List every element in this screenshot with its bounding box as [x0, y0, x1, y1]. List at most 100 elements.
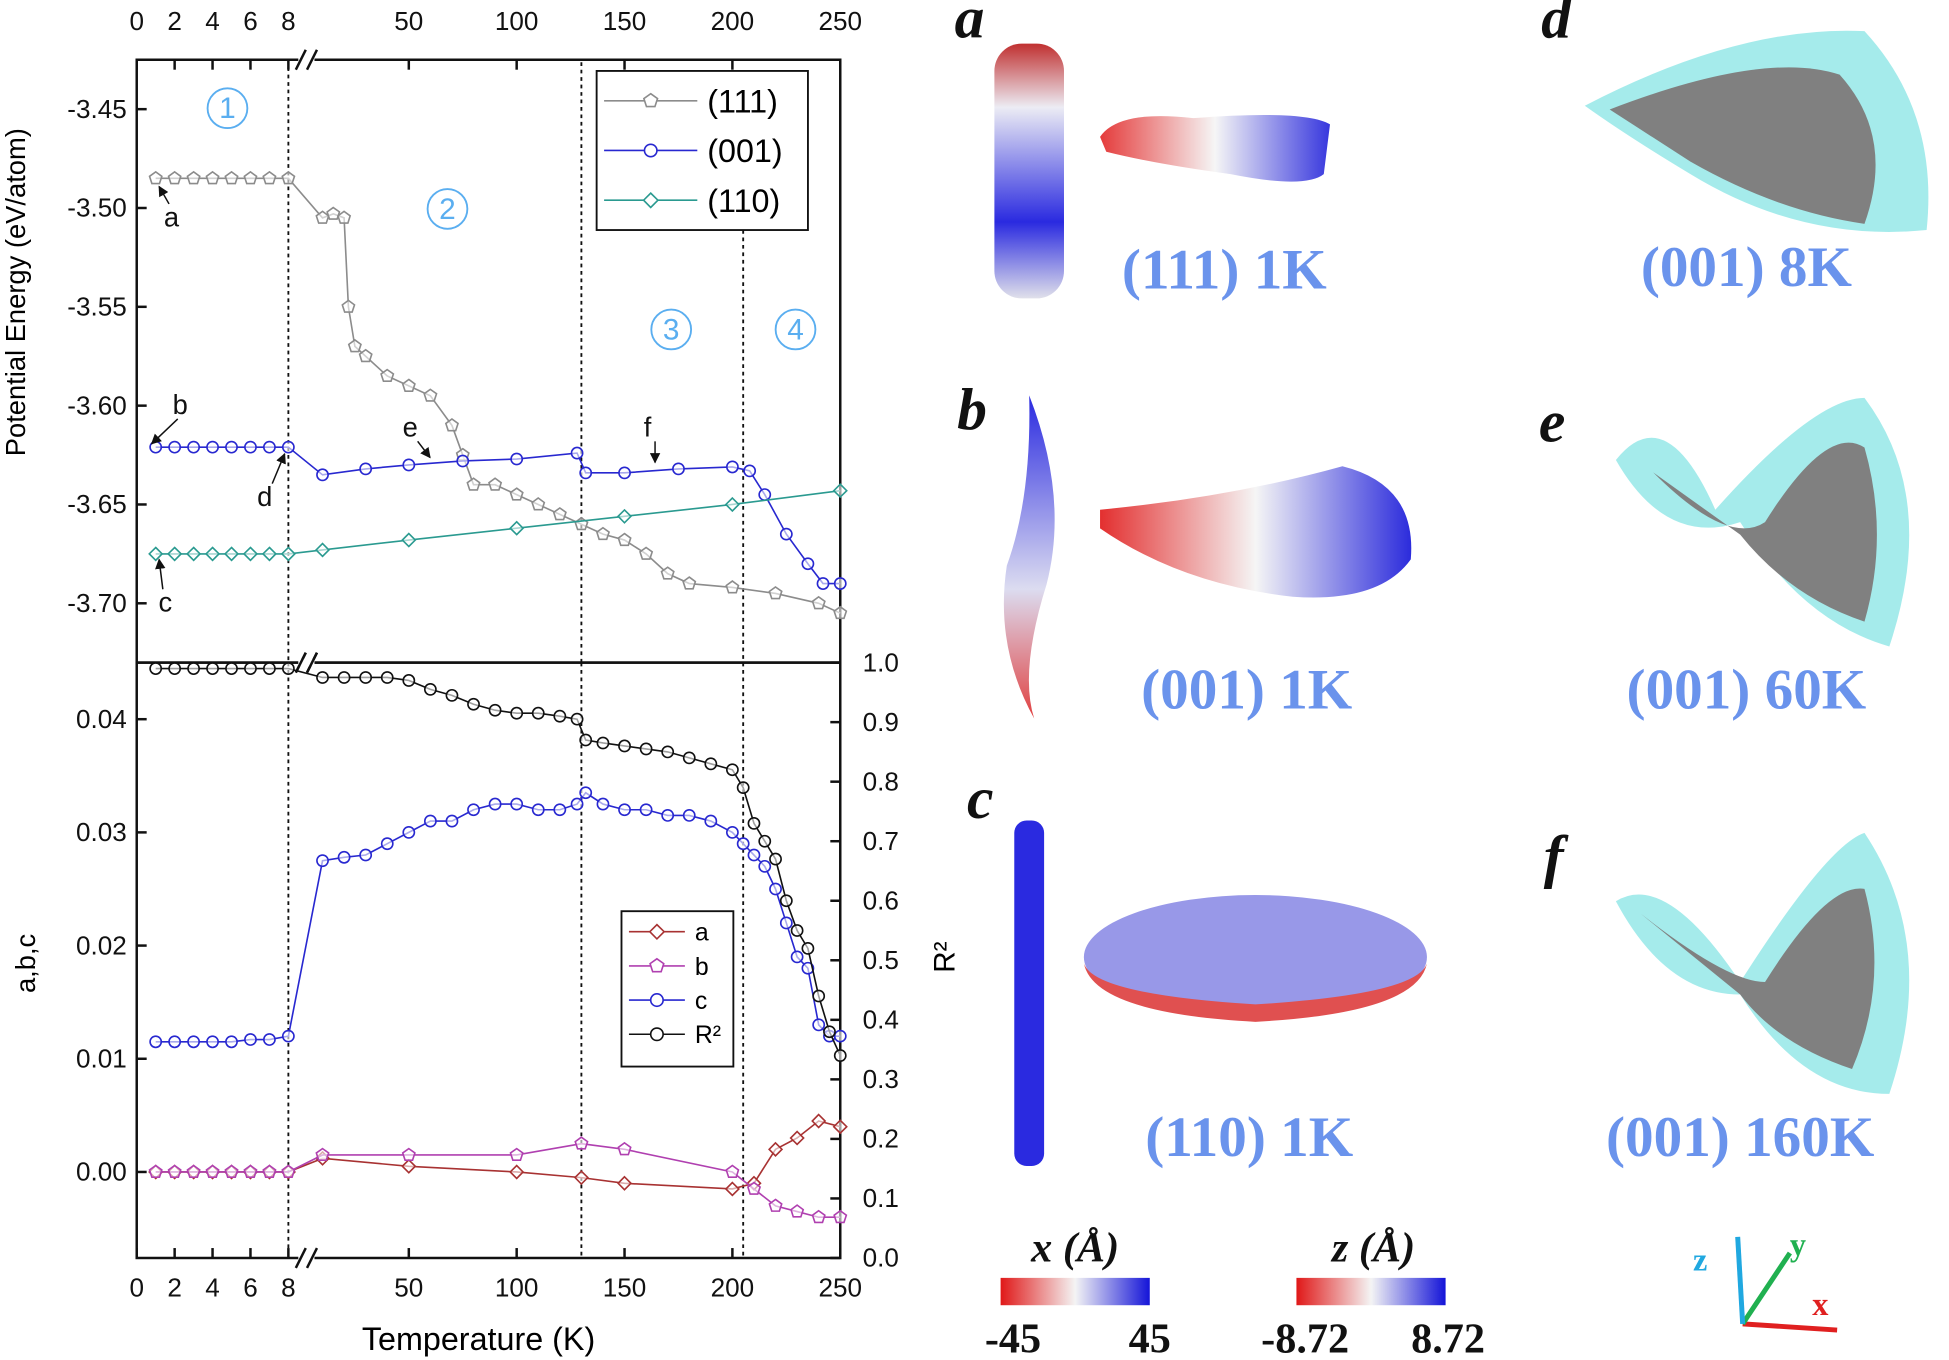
- x-tick-label: 0: [129, 1273, 144, 1303]
- data-point: [833, 1049, 847, 1062]
- x-tick-label: 50: [394, 6, 423, 36]
- data-point: [553, 709, 567, 723]
- data-point: [790, 950, 804, 964]
- x-tick-label: 2: [167, 6, 182, 36]
- legend-marker: [648, 923, 666, 941]
- data-point: [359, 462, 373, 476]
- x-axis-title: Temperature (K): [362, 1321, 595, 1357]
- data-point: [149, 662, 163, 675]
- y-tick-label: -3.70: [67, 588, 126, 618]
- data-point: [204, 546, 221, 562]
- data-point: [833, 1029, 847, 1043]
- axis-break-gap: [298, 56, 315, 64]
- data-point: [186, 546, 202, 562]
- panel-a: a (111) 1K: [955, 0, 1330, 301]
- x-tick-label: 8: [281, 6, 296, 36]
- data-point: [168, 440, 182, 454]
- data-point: [811, 1113, 827, 1129]
- data-point: [186, 1164, 201, 1179]
- data-point: [596, 736, 610, 750]
- x-tick-label: 100: [495, 1273, 539, 1303]
- data-point: [811, 595, 826, 610]
- panel-b: b (001) 1K: [957, 376, 1412, 722]
- data-point: [263, 662, 276, 675]
- data-point: [743, 464, 757, 478]
- data-point: [509, 520, 525, 536]
- region-badge: [650, 308, 693, 351]
- data-point: [263, 1033, 276, 1046]
- render-side: [1003, 395, 1055, 719]
- x-tick-label: 4: [205, 1273, 220, 1303]
- panel-letter: a: [955, 0, 985, 50]
- data-point: [661, 745, 675, 759]
- data-point: [401, 1158, 417, 1174]
- series-line: [155, 177, 841, 614]
- legend-marker: [643, 143, 658, 158]
- y-tick-label: 0.03: [76, 817, 127, 847]
- data-point: [768, 1141, 784, 1157]
- data-point: [579, 786, 593, 800]
- data-point: [243, 170, 258, 185]
- data-point: [224, 170, 239, 185]
- legend-marker: [649, 957, 665, 973]
- data-point: [660, 566, 675, 580]
- axis-break-mark: [294, 652, 307, 674]
- data-point: [187, 662, 200, 675]
- data-point: [510, 452, 524, 466]
- axis-break-mark: [294, 1247, 307, 1269]
- annotation-arrow: [158, 185, 170, 205]
- data-point: [672, 462, 685, 476]
- data-point: [768, 1198, 783, 1212]
- panel-label: (001) 8K: [1641, 236, 1853, 299]
- y-tick-label: -3.65: [67, 489, 126, 519]
- axis-break-mark: [294, 49, 307, 71]
- data-point: [812, 989, 826, 1003]
- data-point: [359, 671, 373, 684]
- data-point: [682, 809, 696, 822]
- data-point: [359, 848, 373, 862]
- data-point: [168, 1035, 182, 1049]
- legend-label: a: [695, 920, 709, 947]
- data-point: [758, 834, 772, 848]
- data-point: [724, 1181, 740, 1197]
- data-point: [579, 466, 593, 480]
- data-point: [168, 662, 182, 675]
- data-point: [758, 488, 772, 501]
- data-point: [314, 542, 331, 558]
- data-point: [779, 894, 793, 908]
- panel-letter: d: [1541, 0, 1572, 50]
- panel-label: (111) 1K: [1122, 238, 1327, 301]
- data-point: [725, 1164, 740, 1179]
- data-point: [456, 454, 470, 468]
- data-point: [167, 546, 183, 562]
- y-tick-label: 0.02: [76, 930, 127, 960]
- data-point: [223, 546, 240, 562]
- data-point: [812, 1018, 826, 1032]
- legend-marker: [649, 1027, 664, 1042]
- data-point: [570, 797, 584, 811]
- legend-marker: [642, 92, 659, 108]
- x-tick-label: 150: [603, 1273, 647, 1303]
- data-point: [316, 854, 329, 868]
- data-point: [262, 1164, 277, 1179]
- data-point: [833, 1209, 848, 1224]
- legend-marker: [649, 993, 664, 1008]
- region-label: 2: [439, 193, 456, 226]
- data-point: [401, 378, 416, 392]
- data-point: [244, 440, 257, 454]
- y2-tick-label: 0.4: [863, 1005, 899, 1035]
- colorbar-z: z (Å) -8.72 8.72: [1261, 1225, 1485, 1360]
- data-point: [747, 848, 761, 862]
- x-tick-label: 50: [394, 1273, 423, 1303]
- x-tick-label: 4: [205, 6, 220, 36]
- data-point: [337, 850, 351, 864]
- region-badge: [206, 87, 249, 130]
- data-point: [167, 1164, 182, 1179]
- panel-label: (001) 160K: [1606, 1106, 1875, 1169]
- data-point: [801, 557, 815, 571]
- data-point: [205, 170, 220, 185]
- axis-break-mark: [305, 49, 319, 71]
- data-point: [531, 497, 546, 511]
- data-point: [225, 1035, 238, 1049]
- data-point: [186, 170, 201, 185]
